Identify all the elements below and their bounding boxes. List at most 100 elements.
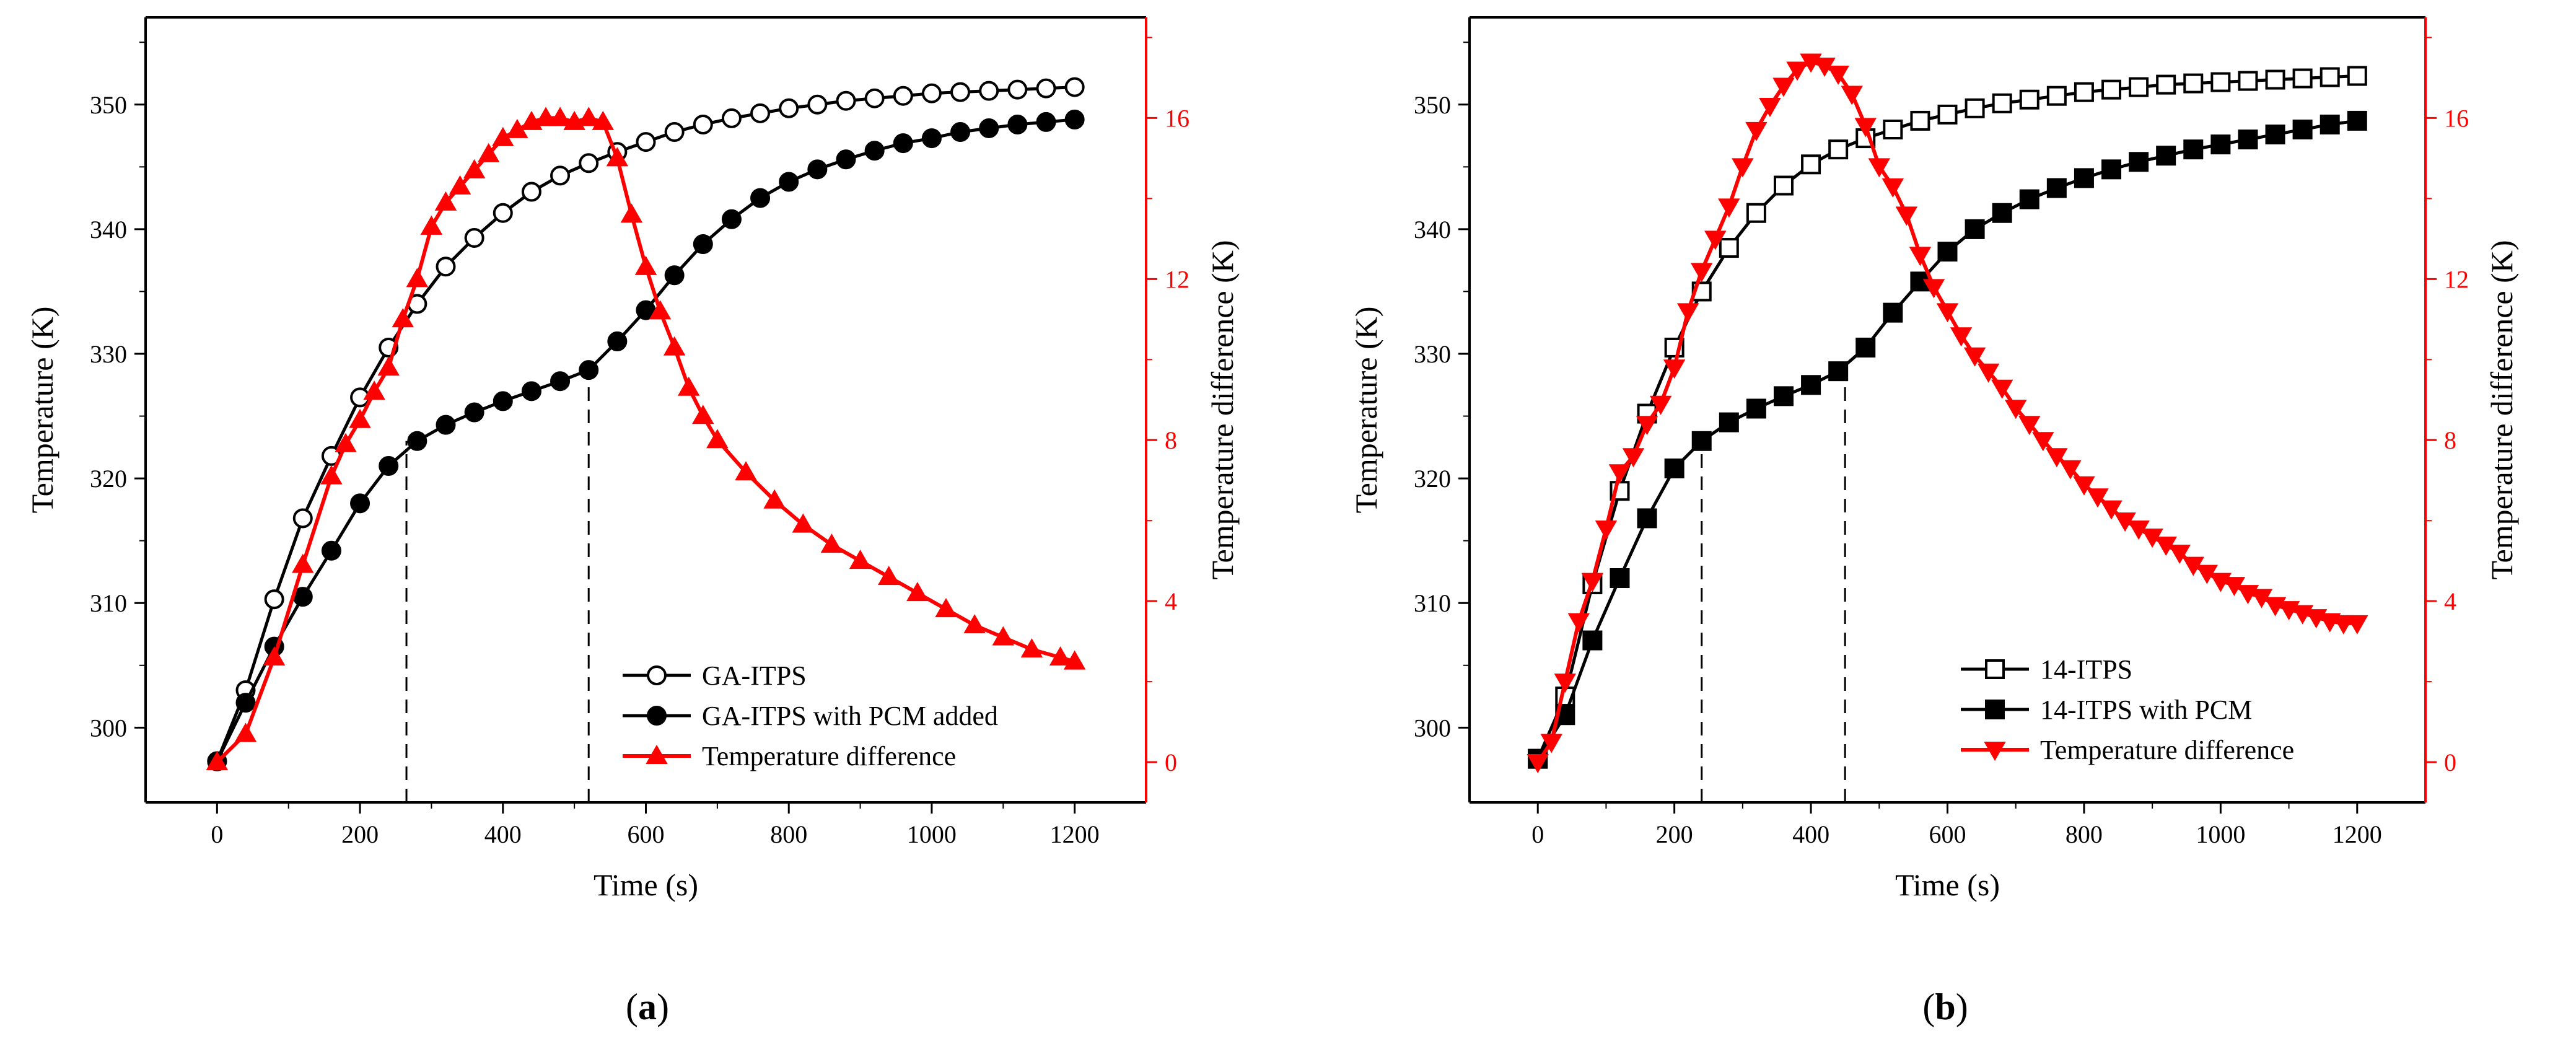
data-point — [606, 147, 629, 167]
data-point — [2320, 114, 2340, 134]
data-point — [2168, 545, 2191, 564]
data-point — [1007, 114, 1028, 134]
data-point — [1910, 110, 1930, 131]
data-point — [779, 98, 799, 118]
data-point — [320, 465, 343, 485]
series-temperature-difference — [206, 107, 1086, 771]
series-line — [216, 86, 1075, 762]
data-point — [1676, 303, 1699, 323]
panel-label-open: ( — [626, 986, 638, 1027]
data-point — [1036, 78, 1056, 99]
x-tick-label: 0 — [1531, 820, 1544, 848]
series-ga-itps — [207, 77, 1085, 771]
data-point — [1855, 337, 1876, 358]
data-point — [379, 456, 399, 476]
data-point — [2320, 67, 2340, 87]
data-point — [1772, 77, 1795, 97]
panel-label-close: ) — [657, 986, 669, 1027]
legend-marker — [647, 706, 667, 726]
data-point — [434, 191, 457, 211]
data-point — [750, 103, 771, 123]
series-14-itps-with-pcm — [1528, 110, 2367, 769]
data-point — [2238, 71, 2258, 91]
data-point — [1554, 674, 1577, 693]
y-right-tick-label: 8 — [1165, 426, 1177, 454]
data-point — [2292, 68, 2313, 89]
data-point — [2074, 168, 2094, 188]
data-point — [2032, 432, 2054, 452]
legend-label: 14-ITPS — [2040, 654, 2132, 685]
data-point — [2210, 72, 2231, 92]
data-point — [1664, 459, 1684, 479]
data-point — [2129, 77, 2149, 97]
data-point — [2073, 476, 2095, 496]
chart-panel-a: 0 200 400 600 800 1000 1200 300 310 320 330 340 350 0… — [25, 16, 1240, 1027]
x-axis-title: Time (s) — [1895, 867, 2000, 902]
data-point — [1622, 448, 1645, 468]
x-tick-label: 1200 — [1050, 820, 1100, 848]
series-line — [1536, 119, 2358, 760]
legend-marker — [1984, 742, 2006, 762]
y-right-tick-label: 16 — [2444, 104, 2469, 132]
y-right-tick-label: 12 — [1165, 265, 1189, 293]
data-point — [849, 550, 872, 569]
data-point — [2087, 488, 2109, 508]
y-left-tick-label: 330 — [90, 340, 127, 368]
data-point — [2292, 120, 2313, 139]
x-tick-label: 800 — [2066, 820, 2103, 848]
data-point — [1691, 431, 1712, 451]
data-point — [1937, 242, 1958, 262]
data-point — [449, 175, 471, 195]
data-point — [921, 128, 942, 149]
data-point — [1704, 230, 1727, 250]
panel-label: (a) — [626, 986, 669, 1027]
data-point — [1854, 118, 1877, 138]
data-point — [1036, 112, 1056, 132]
data-point — [963, 614, 986, 634]
x-tick-label: 600 — [628, 820, 665, 848]
data-point — [1064, 109, 1085, 129]
data-point — [1841, 86, 1863, 105]
data-point — [2347, 66, 2367, 86]
data-point — [1595, 520, 1618, 540]
panel-label-letter: a — [638, 986, 657, 1027]
data-point — [1637, 508, 1657, 529]
data-point — [1746, 203, 1766, 223]
data-point — [493, 391, 513, 411]
data-point — [1608, 464, 1631, 484]
data-point — [2074, 82, 2094, 102]
y-left-tick-label: 300 — [90, 714, 127, 742]
data-point — [607, 331, 628, 351]
y-left-tick-label: 340 — [1414, 216, 1451, 244]
data-point — [950, 122, 971, 143]
data-point — [436, 415, 456, 435]
legend-label: GA-ITPS — [702, 661, 807, 691]
data-point — [1719, 412, 1739, 432]
data-point — [663, 336, 686, 356]
data-point — [721, 108, 742, 128]
data-point — [1828, 139, 1849, 160]
y-left-tick-label: 310 — [90, 589, 127, 617]
data-point — [464, 227, 484, 248]
y-left-tick-label: 340 — [90, 216, 127, 244]
data-point — [363, 380, 385, 400]
data-point — [864, 141, 885, 161]
legend-label: 14-ITPS with PCM — [2040, 695, 2252, 725]
data-point — [263, 646, 286, 666]
legend-label: Temperature difference — [2040, 735, 2294, 765]
data-point — [2333, 615, 2355, 634]
data-point — [1567, 613, 1590, 633]
data-point — [420, 215, 443, 235]
data-point — [521, 182, 541, 202]
data-point — [1636, 416, 1658, 436]
data-point — [693, 234, 713, 255]
data-point — [1950, 327, 1973, 347]
data-point — [1610, 568, 1630, 588]
data-point — [550, 371, 571, 392]
data-point — [463, 159, 486, 178]
panel-label-letter: b — [1935, 986, 1955, 1027]
data-point — [1540, 734, 1562, 753]
data-point — [1883, 302, 1903, 323]
data-point — [477, 143, 500, 162]
